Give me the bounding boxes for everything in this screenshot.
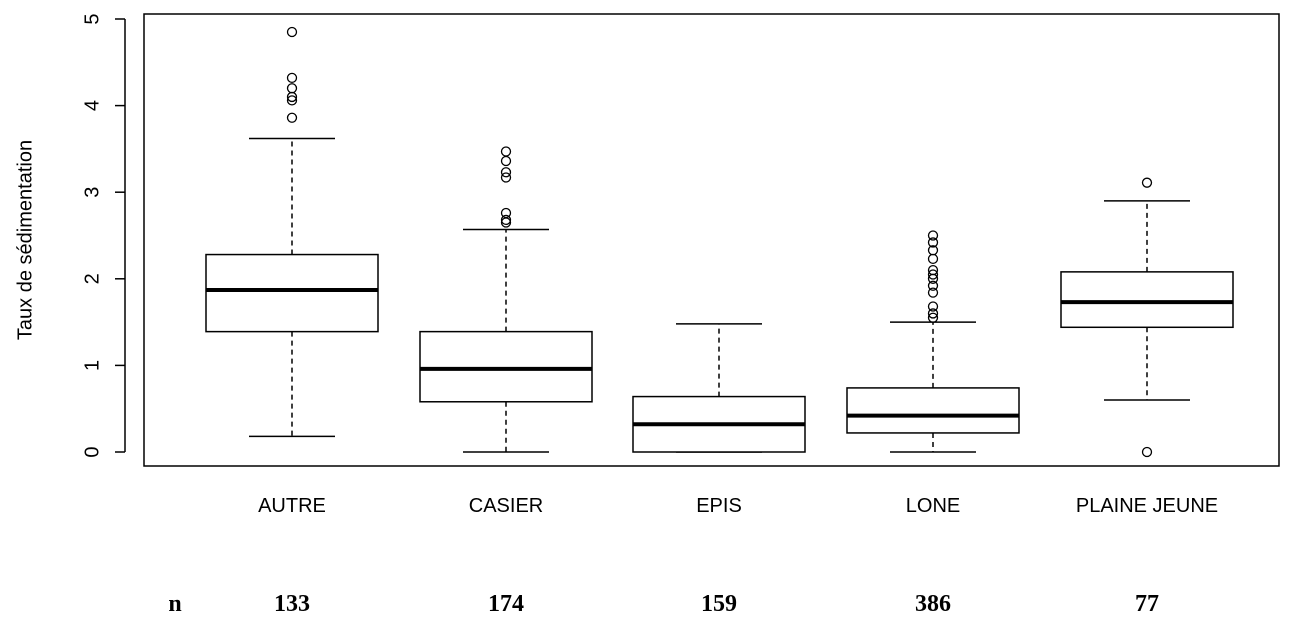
sample-size-value: 159 bbox=[701, 591, 737, 617]
sample-size-row: 133 174 159 386 77 bbox=[274, 591, 1159, 617]
y-tick-label: 4 bbox=[81, 100, 103, 111]
outlier-point bbox=[286, 72, 298, 84]
box-epis bbox=[632, 323, 806, 453]
iqr-box bbox=[419, 330, 593, 403]
outlier-point bbox=[500, 146, 512, 157]
box-autre bbox=[205, 26, 379, 438]
box-casier bbox=[419, 146, 593, 453]
y-tick-label: 5 bbox=[81, 13, 103, 24]
outlier-point bbox=[500, 167, 512, 178]
outlier-point bbox=[500, 207, 512, 219]
boxes-group bbox=[205, 26, 1234, 458]
iqr-box bbox=[205, 253, 379, 333]
x-tick-label: PLAINE JEUNE bbox=[1076, 495, 1218, 517]
outlier-point bbox=[927, 308, 939, 319]
outlier-point bbox=[927, 312, 939, 323]
outlier-point bbox=[927, 253, 939, 265]
sample-size-value: 386 bbox=[915, 591, 951, 617]
x-tick-label: EPIS bbox=[696, 495, 742, 517]
sample-size-value: 174 bbox=[488, 591, 524, 617]
outlier-point bbox=[286, 83, 298, 94]
y-axis: 0 1 2 3 4 5 bbox=[81, 13, 126, 458]
outlier-point bbox=[1141, 446, 1153, 458]
box-plaine-jeune bbox=[1060, 177, 1234, 458]
outlier-point bbox=[1141, 177, 1153, 188]
y-tick-label: 3 bbox=[81, 187, 103, 198]
outlier-point bbox=[927, 287, 939, 298]
outlier-point bbox=[286, 26, 298, 38]
y-axis-label: Taux de sédimentation bbox=[14, 140, 36, 340]
outlier-point bbox=[927, 280, 939, 291]
x-tick-label: AUTRE bbox=[258, 495, 326, 517]
iqr-box bbox=[846, 387, 1020, 434]
outlier-point bbox=[927, 245, 939, 256]
outlier-point bbox=[927, 264, 939, 276]
y-tick-label: 2 bbox=[81, 273, 103, 284]
outlier-point bbox=[927, 230, 939, 241]
n-label: n bbox=[168, 591, 181, 617]
x-axis-labels: AUTRE CASIER EPIS LONE PLAINE JEUNE bbox=[258, 495, 1218, 517]
iqr-box bbox=[1060, 271, 1234, 329]
y-tick-label: 0 bbox=[81, 446, 103, 457]
y-tick-label: 1 bbox=[81, 360, 103, 371]
x-tick-label: CASIER bbox=[469, 495, 543, 517]
sample-size-value: 77 bbox=[1135, 591, 1159, 617]
outlier-point bbox=[286, 95, 298, 106]
outlier-point bbox=[927, 301, 939, 312]
outlier-point bbox=[500, 155, 512, 167]
sample-size-value: 133 bbox=[274, 591, 310, 617]
outlier-point bbox=[500, 214, 512, 226]
outlier-point bbox=[927, 237, 939, 248]
outlier-point bbox=[500, 172, 512, 183]
outlier-point bbox=[927, 269, 939, 280]
box-lone bbox=[846, 230, 1020, 453]
outlier-point bbox=[286, 112, 298, 123]
plot-frame bbox=[143, 13, 1280, 467]
x-tick-label: LONE bbox=[906, 495, 960, 517]
